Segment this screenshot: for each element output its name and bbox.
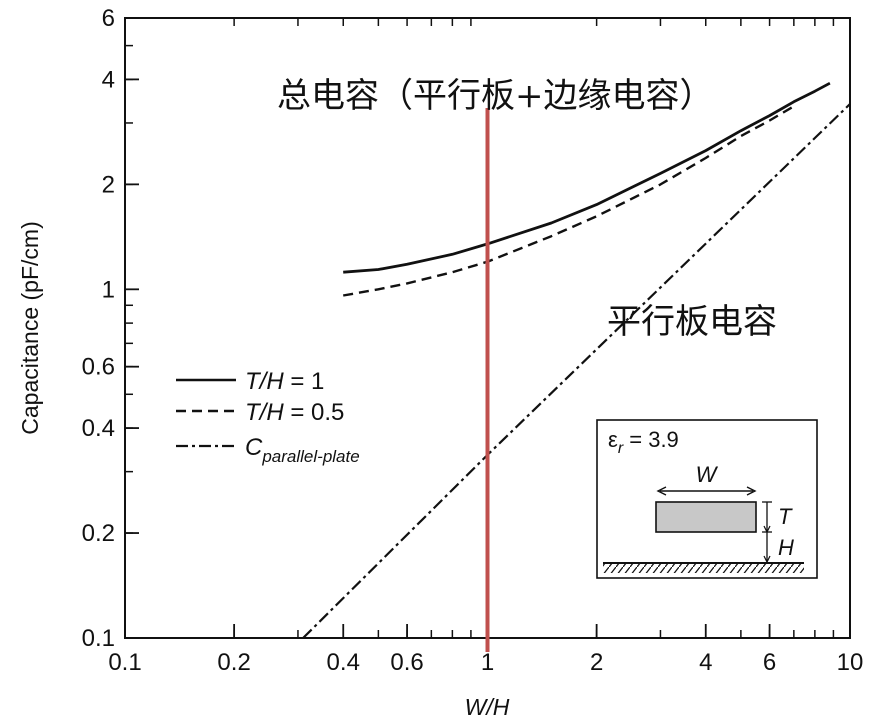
inset-ground-hatch xyxy=(603,564,804,573)
inset-frame xyxy=(596,419,818,579)
inset-t-label: T xyxy=(778,504,793,529)
axis-tick-labels: 0.1 0.2 0.4 0.6 1 2 4 6 10 0.1 0.2 0.4 0.6 1 2 4 6 xyxy=(82,5,864,676)
y-tick-label: 2 xyxy=(102,171,115,198)
inset-cross-section: εr = 3.9 W T H xyxy=(596,419,818,579)
inset-w-label: W xyxy=(696,462,719,487)
inset-w-arrowhead-left xyxy=(656,486,667,496)
inset-epsilon-label: εr = 3.9 xyxy=(608,427,679,457)
x-tick-label: 0.1 xyxy=(108,649,141,676)
x-tick-label: 2 xyxy=(590,649,603,676)
legend-label-parallel-plate: Cparallel-plate xyxy=(245,434,360,466)
y-tick-label: 0.4 xyxy=(82,415,115,442)
y-tick-label: 0.6 xyxy=(82,354,115,381)
legend-label-th-05: T/H = 0.5 xyxy=(245,399,344,426)
y-tick-label: 0.1 xyxy=(82,625,115,652)
annotation-total-capacitance: 总电容（平行板+边缘电容） xyxy=(277,76,714,116)
inset-w-arrowhead-right xyxy=(746,486,757,496)
y-tick-label: 4 xyxy=(102,66,115,93)
inset-h-label: H xyxy=(778,535,794,560)
x-tick-label: 1 xyxy=(481,649,494,676)
legend: T/H = 1 T/H = 0.5 Cparallel-plate xyxy=(176,368,360,466)
x-tick-label: 4 xyxy=(699,649,712,676)
y-tick-label: 6 xyxy=(102,5,115,32)
series-th-1-line xyxy=(343,81,831,274)
annotation-parallel-plate: 平行板电容 xyxy=(607,302,777,342)
x-tick-label: 0.2 xyxy=(217,649,250,676)
x-tick-label: 0.4 xyxy=(327,649,360,676)
x-axis-title: W/H xyxy=(465,694,510,720)
y-tick-label: 1 xyxy=(102,276,115,303)
inset-t-arrowhead xyxy=(763,525,771,534)
x-tick-label: 6 xyxy=(763,649,776,676)
y-tick-label: 0.2 xyxy=(82,520,115,547)
x-tick-label: 10 xyxy=(837,649,864,676)
legend-label-th-1: T/H = 1 xyxy=(245,368,324,395)
x-tick-label: 0.6 xyxy=(390,649,423,676)
series-th-05-line xyxy=(342,105,795,297)
y-axis-title: Capacitance (pF/cm) xyxy=(17,221,43,434)
inset-conductor xyxy=(655,501,757,533)
